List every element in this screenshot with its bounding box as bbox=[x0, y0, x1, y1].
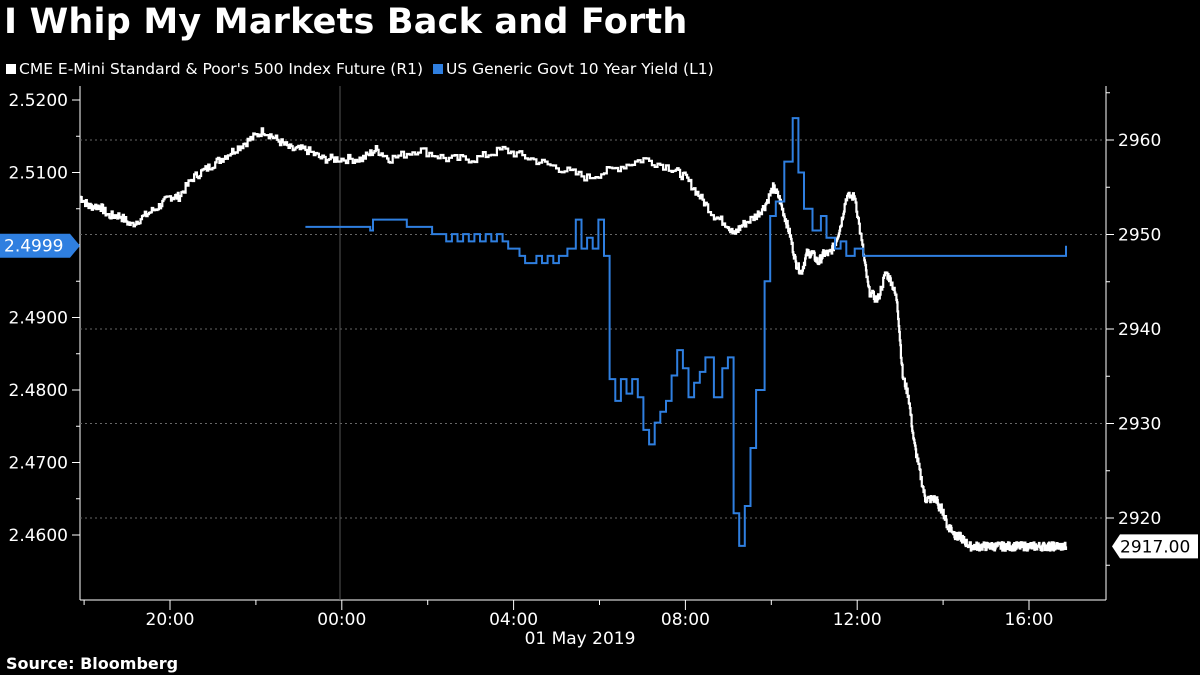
source-label: Source: Bloomberg bbox=[6, 654, 179, 673]
last-value-label-spx: 2917.00 bbox=[1120, 537, 1190, 557]
chart-title: I Whip My Markets Back and Forth bbox=[4, 2, 688, 42]
legend-item-spx: CME E-Mini Standard & Poor's 500 Index F… bbox=[6, 60, 423, 78]
y-left-tick-label-2: 2.4800 bbox=[9, 381, 68, 401]
x-date-label: 01 May 2019 bbox=[525, 629, 636, 649]
y-right-tick-label-4: 2960 bbox=[1118, 131, 1161, 151]
legend: CME E-Mini Standard & Poor's 500 Index F… bbox=[6, 60, 724, 78]
series-line-spx bbox=[79, 127, 1068, 552]
legend-swatch-yield bbox=[433, 64, 444, 74]
y-right-tick-label-2: 2940 bbox=[1118, 320, 1161, 340]
legend-label-spx: CME E-Mini Standard & Poor's 500 Index F… bbox=[19, 60, 424, 78]
legend-label-yield: US Generic Govt 10 Year Yield (L1) bbox=[446, 60, 714, 78]
y-left-tick-label-3: 2.4900 bbox=[9, 309, 68, 329]
x-tick-label-2: 04:00 bbox=[489, 610, 538, 630]
y-right-tick-label-0: 2920 bbox=[1118, 509, 1161, 529]
x-tick-label-3: 08:00 bbox=[661, 610, 710, 630]
y-left-tick-label-1: 2.4700 bbox=[9, 454, 68, 474]
x-tick-label-0: 20:00 bbox=[146, 610, 195, 630]
legend-swatch-spx bbox=[6, 64, 16, 74]
last-value-tag-spx bbox=[1112, 534, 1198, 559]
y-right-tick-label-3: 2950 bbox=[1118, 226, 1161, 246]
x-tick-label-1: 00:00 bbox=[317, 610, 366, 630]
y-right-tick-label-1: 2930 bbox=[1118, 415, 1161, 435]
last-value-label-yield: 2.4999 bbox=[4, 237, 63, 257]
last-value-tag-yield bbox=[0, 233, 80, 258]
series-line-yield bbox=[305, 117, 1067, 547]
x-tick-label-4: 12:00 bbox=[833, 610, 882, 630]
y-left-tick-label-6: 2.5200 bbox=[9, 91, 68, 111]
legend-item-yield: US Generic Govt 10 Year Yield (L1) bbox=[433, 60, 714, 78]
y-left-tick-label-5: 2.5100 bbox=[9, 164, 68, 184]
x-tick-label-5: 16:00 bbox=[1005, 610, 1054, 630]
y-left-tick-label-0: 2.4600 bbox=[9, 526, 68, 546]
